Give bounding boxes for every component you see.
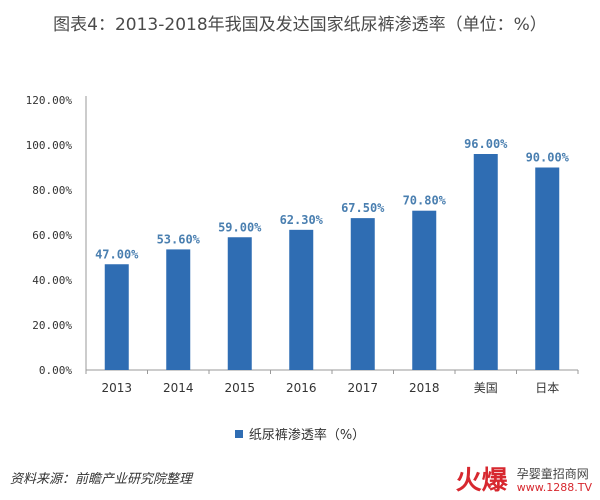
data-label: 62.30% — [280, 213, 324, 227]
x-tick-label: 2014 — [163, 381, 194, 395]
legend-label: 纸尿裤渗透率（%） — [248, 428, 366, 443]
x-tick-label: 2016 — [286, 381, 317, 395]
x-tick-label: 美国 — [474, 381, 498, 395]
x-tick-label: 2013 — [101, 381, 132, 395]
legend-swatch — [234, 429, 243, 438]
y-tick-label: 120.00% — [26, 94, 73, 107]
bar — [412, 210, 437, 370]
bar — [473, 154, 498, 370]
bar — [535, 167, 560, 370]
chart-title: 图表4：2013-2018年我国及发达国家纸尿裤渗透率（单位：%） — [53, 15, 547, 35]
data-label: 53.60% — [157, 232, 201, 246]
x-tick-label: 日本 — [535, 381, 559, 395]
y-tick-label: 0.00% — [39, 364, 72, 377]
y-tick-label: 40.00% — [32, 274, 72, 287]
bar — [350, 218, 375, 370]
legend: 纸尿裤渗透率（%） — [0, 424, 600, 443]
x-tick-label: 2018 — [409, 381, 440, 395]
watermark-name: 孕婴童招商网 — [516, 467, 589, 481]
data-label: 96.00% — [464, 137, 508, 151]
data-label: 67.50% — [341, 201, 385, 215]
watermark-brand: 火爆 — [455, 466, 508, 496]
bar — [104, 264, 129, 370]
bar — [166, 249, 191, 370]
x-tick-label: 2017 — [347, 381, 378, 395]
data-label: 70.80% — [403, 194, 447, 208]
bar — [289, 229, 314, 370]
source-note: 资料来源：前瞻产业研究院整理 — [10, 472, 193, 487]
x-tick-label: 2015 — [224, 381, 255, 395]
watermark-logo: 火爆 孕婴童招商网 www.1288.TV — [456, 467, 592, 494]
data-label: 47.00% — [95, 247, 139, 261]
bar — [227, 237, 252, 370]
watermark-url: www.1288.TV — [516, 481, 592, 494]
data-label: 90.00% — [526, 151, 570, 165]
y-tick-label: 100.00% — [26, 139, 73, 152]
y-tick-label: 20.00% — [32, 319, 72, 332]
data-label: 59.00% — [218, 220, 262, 234]
y-tick-label: 80.00% — [32, 184, 72, 197]
y-tick-label: 60.00% — [32, 229, 72, 242]
bar-chart: 0.00% 20.00% 40.00% 60.00% 80.00% 100.00% 120.… — [26, 94, 579, 395]
